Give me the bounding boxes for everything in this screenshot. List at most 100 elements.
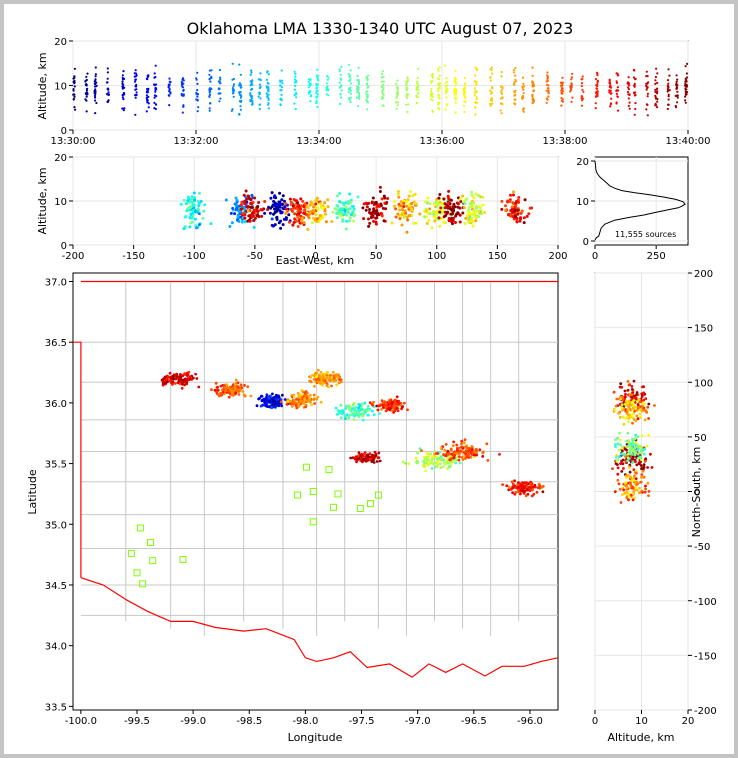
source-point	[308, 203, 312, 207]
source-point	[613, 443, 617, 446]
source-point	[292, 206, 295, 210]
source-point	[295, 91, 298, 94]
source-point	[309, 78, 312, 81]
source-point	[121, 80, 124, 83]
source-point	[445, 103, 448, 106]
source-point	[454, 111, 457, 114]
source-point	[636, 456, 640, 460]
source-point	[316, 89, 319, 92]
source-point	[279, 226, 283, 230]
source-point	[315, 87, 318, 90]
source-point	[300, 216, 304, 220]
source-point	[407, 194, 411, 198]
source-point	[288, 220, 291, 224]
source-point	[642, 385, 645, 389]
x-tick-label: -200	[62, 251, 85, 262]
source-point	[645, 108, 648, 111]
source-point	[636, 435, 640, 439]
source-point	[684, 77, 687, 80]
source-point	[454, 96, 457, 99]
source-point	[348, 216, 352, 220]
source-point	[353, 456, 357, 460]
source-point	[622, 416, 625, 419]
source-point	[431, 95, 434, 99]
source-point	[595, 87, 598, 90]
source-point	[373, 211, 377, 215]
source-point	[455, 212, 458, 216]
source-point	[622, 488, 626, 492]
source-point	[134, 96, 137, 99]
source-point	[439, 462, 442, 465]
source-point	[302, 221, 306, 225]
source-point	[246, 385, 250, 389]
source-point	[633, 496, 637, 500]
source-point	[257, 95, 260, 98]
source-point	[370, 200, 374, 204]
source-point	[439, 446, 443, 450]
source-point	[640, 475, 644, 479]
source-point	[371, 409, 374, 413]
source-point	[617, 412, 621, 415]
source-point	[465, 453, 469, 457]
source-point	[443, 202, 447, 206]
source-point	[430, 467, 434, 470]
source-point	[417, 67, 420, 70]
source-point	[335, 383, 339, 387]
source-point	[363, 401, 367, 405]
source-point	[531, 102, 534, 105]
source-point	[460, 455, 464, 459]
source-point	[358, 83, 361, 86]
source-point	[325, 93, 328, 96]
source-point	[184, 202, 188, 206]
source-point	[420, 449, 423, 452]
source-point	[446, 90, 449, 93]
source-point	[337, 381, 341, 385]
source-point	[284, 216, 288, 220]
source-point	[632, 412, 635, 416]
source-point	[633, 453, 637, 457]
source-point	[86, 72, 89, 75]
source-point	[547, 84, 550, 87]
source-point	[168, 77, 171, 80]
source-point	[388, 400, 392, 403]
source-point	[443, 462, 447, 466]
source-point	[516, 212, 520, 216]
source-point	[396, 192, 400, 196]
source-point	[523, 485, 527, 488]
source-point	[265, 401, 269, 404]
source-point	[623, 491, 627, 495]
source-point	[287, 213, 291, 217]
source-point	[183, 379, 187, 383]
source-point	[85, 95, 88, 98]
axes: 13:30:00 13:32:00 13:34:00 13:36:00 13:38:00…	[45, 37, 717, 727]
source-point	[395, 82, 398, 85]
source-point	[182, 105, 185, 108]
source-point	[73, 76, 76, 79]
source-point	[424, 460, 428, 464]
source-point	[620, 406, 624, 410]
source-point	[85, 78, 88, 82]
source-point	[247, 214, 251, 218]
source-point	[249, 394, 253, 398]
source-point	[306, 206, 310, 210]
source-point	[366, 404, 370, 408]
source-point	[501, 103, 504, 106]
source-point	[629, 452, 632, 456]
source-point	[321, 215, 325, 219]
source-point	[627, 407, 630, 411]
source-point	[510, 205, 514, 209]
source-point	[228, 225, 232, 228]
source-point	[399, 200, 403, 204]
source-point	[269, 196, 273, 200]
source-point	[422, 460, 425, 463]
source-point	[500, 207, 504, 211]
source-point	[146, 91, 149, 94]
source-point	[529, 482, 532, 486]
source-point	[433, 219, 437, 223]
source-point	[522, 216, 526, 220]
source-point	[616, 95, 619, 98]
source-point	[393, 409, 397, 413]
source-point	[168, 80, 171, 83]
source-point	[624, 481, 628, 484]
source-point	[630, 388, 634, 391]
